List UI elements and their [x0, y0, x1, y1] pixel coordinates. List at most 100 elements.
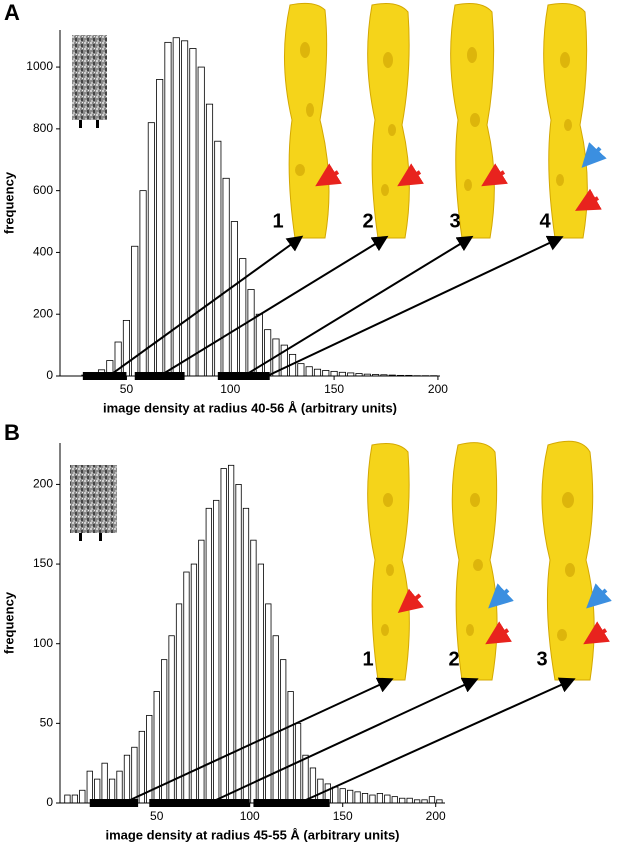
bar — [181, 40, 189, 377]
bar — [280, 659, 287, 804]
bar — [183, 571, 190, 804]
density-map — [450, 3, 508, 239]
bar — [131, 746, 138, 804]
density-map — [367, 3, 424, 239]
range-bar — [82, 372, 127, 380]
bar — [322, 370, 330, 377]
map-label: 3 — [536, 648, 547, 670]
bar — [391, 796, 398, 804]
bar — [376, 793, 384, 804]
bar — [369, 794, 376, 804]
bar — [302, 754, 309, 804]
density-map — [541, 440, 612, 681]
y-tick-label: 200 — [33, 306, 53, 320]
bar — [399, 797, 406, 804]
bar — [384, 794, 391, 804]
bar — [242, 507, 250, 804]
y-tick-label: 800 — [33, 121, 53, 135]
range-bar — [253, 799, 330, 807]
bar — [330, 370, 338, 377]
bar — [264, 329, 272, 377]
density-map — [367, 443, 424, 681]
bar — [235, 484, 242, 804]
bar — [347, 789, 354, 804]
inset-image — [70, 465, 117, 541]
density-map — [451, 442, 514, 681]
panel-label: B — [4, 420, 20, 445]
y-axis-label: frequency — [1, 591, 16, 654]
y-tick-label: 0 — [46, 795, 53, 809]
y-tick-label: 0 — [46, 368, 53, 382]
bar — [361, 793, 369, 804]
bar — [64, 794, 71, 804]
map-label: 4 — [539, 210, 551, 232]
x-axis-label: image density at radius 40-56 Å (arbitra… — [103, 400, 397, 415]
y-tick-label: 400 — [33, 245, 53, 259]
bar — [138, 730, 145, 804]
bar — [101, 762, 108, 804]
map-label: 2 — [448, 648, 459, 670]
bar — [161, 659, 168, 804]
bar — [164, 41, 172, 377]
arrow — [123, 677, 394, 804]
arrow — [266, 235, 564, 377]
bar — [272, 635, 279, 804]
y-tick-label: 100 — [33, 636, 53, 650]
bar — [287, 691, 294, 804]
bar — [428, 796, 436, 804]
bar — [190, 563, 198, 804]
bar — [189, 48, 197, 377]
bar — [257, 563, 264, 804]
bar — [406, 797, 413, 804]
bar — [175, 603, 183, 804]
range-bar — [149, 799, 250, 807]
map-label: 3 — [449, 210, 460, 232]
y-tick-label: 50 — [40, 716, 54, 730]
bar — [247, 289, 255, 377]
panel-label: A — [4, 0, 20, 25]
bar — [239, 258, 247, 377]
bar — [86, 770, 93, 804]
x-tick-label: 100 — [220, 382, 240, 396]
bar — [205, 103, 214, 377]
arrow — [159, 235, 389, 377]
bar — [205, 507, 212, 804]
map-label: 1 — [272, 210, 283, 232]
bar — [332, 786, 339, 804]
y-tick-label: 200 — [33, 477, 53, 491]
bar — [265, 603, 272, 804]
bar — [222, 177, 230, 377]
x-tick-label: 100 — [240, 809, 260, 823]
bar — [213, 499, 220, 804]
arrow — [243, 235, 474, 377]
y-tick-label: 600 — [33, 183, 53, 197]
x-axis-label: image density at radius 45-55 Å (arbitra… — [105, 827, 399, 842]
x-tick-label: 200 — [428, 382, 448, 396]
bar — [313, 368, 322, 377]
bar — [79, 789, 86, 804]
x-tick-label: 200 — [426, 809, 446, 823]
arrow — [209, 677, 479, 804]
inset-image — [72, 35, 107, 128]
x-tick-label: 150 — [324, 382, 344, 396]
bar — [230, 221, 238, 377]
bar — [198, 539, 205, 804]
x-tick-label: 150 — [333, 809, 353, 823]
bar — [354, 791, 361, 804]
bar — [71, 794, 78, 804]
bar — [116, 770, 123, 804]
y-tick-label: 1000 — [26, 59, 53, 73]
bar — [297, 363, 305, 377]
bar — [123, 754, 131, 804]
map-label: 2 — [362, 210, 373, 232]
bar — [139, 190, 147, 377]
bar — [147, 122, 155, 377]
bar — [168, 635, 175, 804]
bar — [305, 366, 313, 377]
y-axis-label: frequency — [1, 171, 16, 234]
bar — [250, 539, 257, 804]
arrow — [108, 235, 304, 377]
range-bar — [89, 799, 139, 807]
arrow — [298, 677, 576, 804]
